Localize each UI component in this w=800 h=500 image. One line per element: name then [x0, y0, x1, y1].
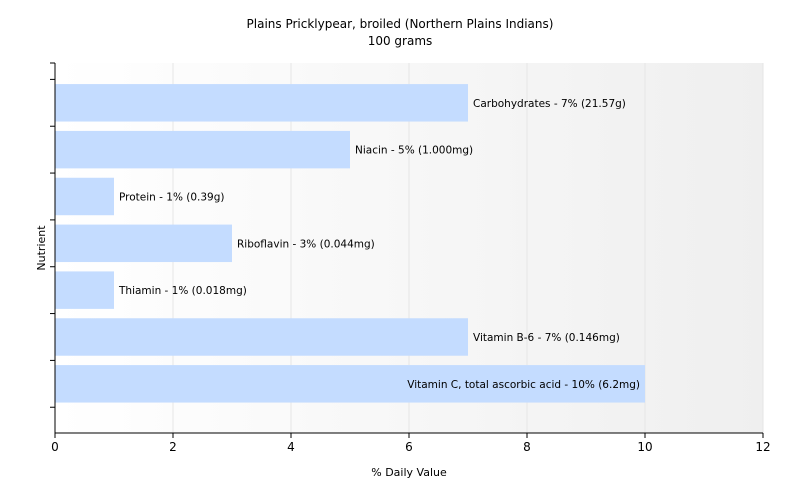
data-label: Thiamin - 1% (0.018mg): [118, 285, 247, 297]
y-axis-label: Nutrient: [35, 225, 48, 271]
bar-vitamin-c-total-ascorbic-acid: [55, 365, 645, 403]
x-tick-label: 8: [523, 440, 531, 454]
x-tick-label: 10: [637, 440, 652, 454]
bar-carbohydrates: [55, 84, 468, 122]
bar-protein: [55, 177, 114, 216]
x-tick-label: 6: [405, 440, 413, 454]
bar-thiamin: [55, 271, 114, 309]
bar-niacin: [55, 130, 350, 169]
data-labels: Carbohydrates - 7% (21.57g) Niacin - 5% (…: [118, 98, 640, 391]
bars: [55, 84, 645, 403]
chart-subtitle: 100 grams: [368, 34, 433, 48]
data-label: Protein - 1% (0.39g): [119, 191, 225, 203]
bar-riboflavin: [55, 224, 232, 263]
x-tick-label: 2: [169, 440, 177, 454]
axes: 0 2 4 6 8 10 12: [50, 62, 771, 454]
data-label: Vitamin B-6 - 7% (0.146mg): [473, 332, 620, 344]
bar-vitamin-b-6: [55, 318, 468, 356]
x-tick-label: 4: [287, 440, 295, 454]
x-tick-label: 0: [51, 440, 59, 454]
data-label: Riboflavin - 3% (0.044mg): [237, 238, 375, 250]
x-tick-label: 12: [755, 440, 770, 454]
chart-title: Plains Pricklypear, broiled (Northern Pl…: [247, 17, 554, 31]
x-axis-label: % Daily Value: [371, 466, 447, 479]
data-label: Carbohydrates - 7% (21.57g): [473, 98, 626, 110]
data-label: Niacin - 5% (1.000mg): [355, 145, 473, 157]
grid-lines: [172, 63, 764, 433]
data-label: Vitamin C, total ascorbic acid - 10% (6.…: [407, 379, 640, 391]
